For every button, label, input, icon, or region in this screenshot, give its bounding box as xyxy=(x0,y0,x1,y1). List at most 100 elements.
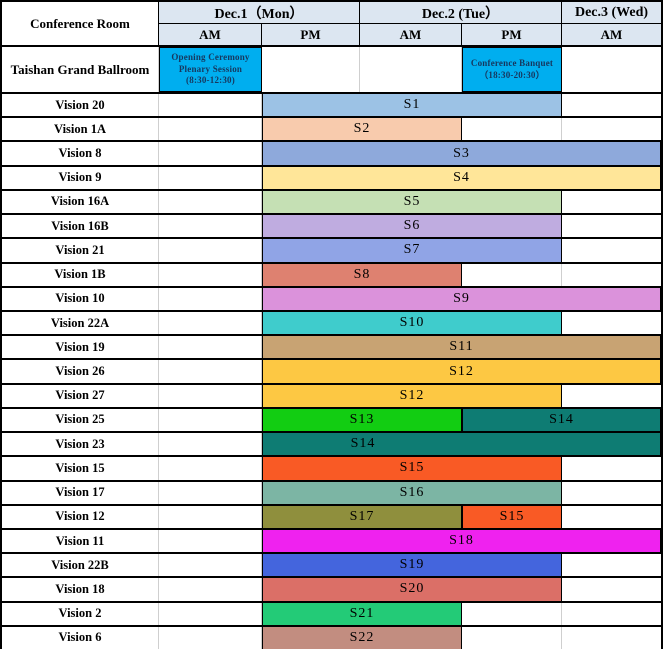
session-bar: S10 xyxy=(262,311,562,335)
room-cell: Vision 19 xyxy=(2,336,159,359)
room-cell: Vision 1B xyxy=(2,263,159,286)
slot-header-dec1-pm: PM xyxy=(262,24,360,47)
ballroom-row: Taishan Grand Ballroom Opening Ceremony P… xyxy=(2,47,661,94)
session-bar: S15 xyxy=(262,457,562,480)
slot-cell xyxy=(159,433,262,456)
slot-cell xyxy=(159,190,262,214)
event-text-line: (8:30-12:30) xyxy=(186,75,235,86)
corner-header: Conference Room xyxy=(2,2,159,47)
session-label: S21 xyxy=(349,605,375,621)
slot-cell xyxy=(159,118,262,141)
slot-cell xyxy=(562,118,661,140)
slot-cell xyxy=(159,578,262,601)
slot-cell xyxy=(159,360,262,383)
slot-cell xyxy=(159,263,262,286)
slot-cell xyxy=(159,602,262,625)
session-bar: S12 xyxy=(262,384,562,407)
slot-cell xyxy=(159,142,262,165)
table-row: Vision 6 S22 xyxy=(2,626,661,649)
table-row: Vision 15 S15 xyxy=(2,457,661,482)
slot-cell xyxy=(462,263,562,286)
slot-cell xyxy=(562,627,661,649)
slot-cell xyxy=(562,385,661,407)
room-cell: Vision 6 xyxy=(2,626,159,649)
slot-cell xyxy=(159,626,262,649)
session-label: S8 xyxy=(353,266,371,282)
session-bar: S12 xyxy=(262,360,661,383)
session-label: S14 xyxy=(549,411,574,427)
slot-cell xyxy=(562,457,661,479)
slot-cell xyxy=(562,578,661,600)
room-cell: Vision 26 xyxy=(2,360,159,383)
room-cell: Vision 21 xyxy=(2,239,159,262)
session-label: S7 xyxy=(403,242,421,258)
slot-cell xyxy=(462,118,562,141)
room-cell: Vision 16B xyxy=(2,215,159,238)
room-cell: Vision 9 xyxy=(2,166,159,189)
table-row: Vision 1B S8 xyxy=(2,263,661,288)
slot-header-dec2-pm: PM xyxy=(462,24,562,47)
session-bar: S16 xyxy=(262,481,562,504)
slot-cell xyxy=(159,287,262,310)
table-row: Vision 25 S13 S14 xyxy=(2,408,661,434)
session-label: S20 xyxy=(399,581,425,597)
session-label: S2 xyxy=(353,121,371,137)
slot-cell xyxy=(159,94,262,117)
table-row: Vision 23 S14 xyxy=(2,433,661,458)
slot-cell xyxy=(159,215,262,238)
room-cell: Vision 16A xyxy=(2,190,159,214)
slot-cell xyxy=(159,336,262,359)
table-row: Vision 18 S20 xyxy=(2,578,661,603)
slot-cell xyxy=(562,47,661,92)
slot-cell xyxy=(159,408,262,432)
slot-cell xyxy=(159,529,262,553)
room-cell: Vision 12 xyxy=(2,505,159,528)
slot-cell xyxy=(562,603,661,625)
table-row: Vision 22A S10 xyxy=(2,311,661,337)
session-label: S17 xyxy=(349,508,375,524)
slot-cell xyxy=(562,239,661,261)
table-row: Vision 9 S4 xyxy=(2,166,661,191)
slot-cell xyxy=(562,312,661,334)
table-row: Vision 21 S7 xyxy=(2,239,661,264)
session-bar: S13 xyxy=(262,408,462,432)
room-cell: Vision 22A xyxy=(2,311,159,335)
session-bar: S20 xyxy=(262,578,562,601)
slot-cell xyxy=(159,311,262,335)
session-label: S15 xyxy=(499,508,525,524)
session-label: S3 xyxy=(453,145,470,161)
session-bar: S21 xyxy=(262,602,462,625)
session-bar: S1 xyxy=(262,94,562,117)
slot-cell xyxy=(562,215,661,237)
session-bar: S14 xyxy=(462,408,661,432)
slot-cell xyxy=(262,47,360,92)
session-bar: S7 xyxy=(262,239,562,262)
slot-cell xyxy=(562,482,661,504)
session-bar: S4 xyxy=(262,166,661,189)
ballroom-event: Conference Banquet （18:30-20:30） xyxy=(462,47,562,92)
day-header-dec3: Dec.3 (Wed) xyxy=(562,2,661,24)
slot-cell xyxy=(159,505,262,528)
session-bar: S6 xyxy=(262,215,562,238)
room-cell: Vision 2 xyxy=(2,602,159,625)
table-row: Vision 22B S19 xyxy=(2,554,661,579)
room-cell: Taishan Grand Ballroom xyxy=(2,47,159,92)
slot-cell xyxy=(159,239,262,262)
session-label: S12 xyxy=(449,363,474,379)
slot-cell xyxy=(159,384,262,407)
session-label: S13 xyxy=(349,411,375,427)
room-cell: Vision 27 xyxy=(2,384,159,407)
ballroom-event: Opening Ceremony Plenary Session (8:30-12:… xyxy=(159,47,262,92)
event-text-line: （18:30-20:30） xyxy=(479,69,545,80)
session-label: S5 xyxy=(403,193,421,209)
session-label: S12 xyxy=(399,387,425,403)
slot-cell xyxy=(562,264,661,286)
session-label: S4 xyxy=(453,169,470,185)
room-cell: Vision 17 xyxy=(2,481,159,504)
table-row: Vision 26 S12 xyxy=(2,360,661,385)
slot-cell xyxy=(159,481,262,504)
session-bar: S3 xyxy=(262,142,661,165)
event-text-line: Conference Banquet xyxy=(470,57,554,68)
event-text-line: Plenary Session xyxy=(178,63,243,74)
